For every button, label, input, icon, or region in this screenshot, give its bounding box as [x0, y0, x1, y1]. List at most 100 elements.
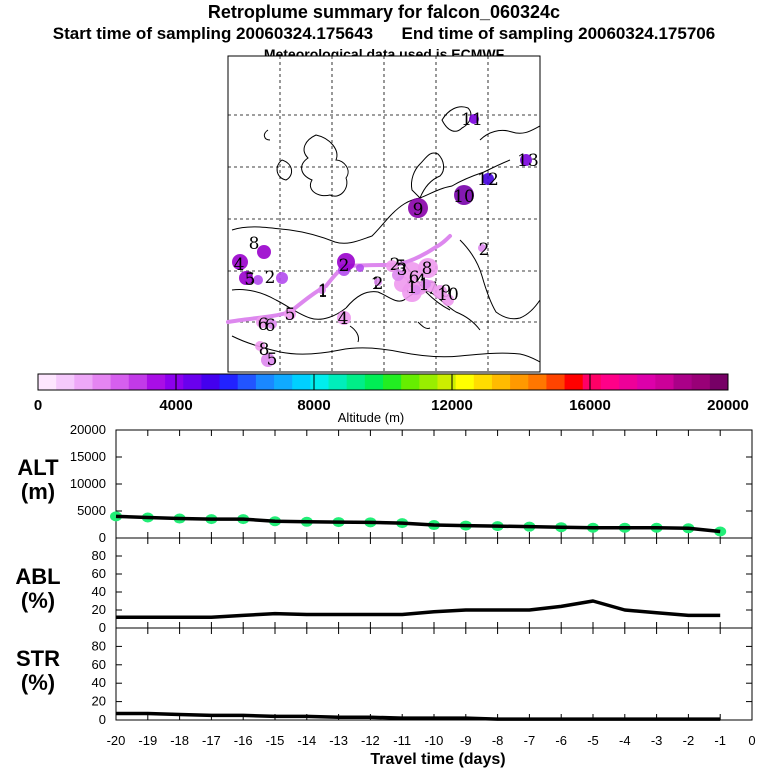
cluster-label: 5	[285, 305, 296, 325]
cluster-label: 1	[318, 281, 329, 301]
x-tick-label: -11	[393, 733, 411, 748]
colorbar-segment	[274, 374, 293, 390]
cluster-marker	[520, 154, 532, 166]
panel-label: ALT	[17, 455, 59, 480]
colorbar-segment	[528, 374, 547, 390]
x-tick-label: -13	[329, 733, 348, 748]
cluster-marker	[267, 319, 277, 329]
altitude-colorbar: 0 4000 8000 12000 16000 20000	[34, 373, 749, 414]
x-tick-label: -18	[170, 733, 189, 748]
cluster-label: 2	[373, 274, 384, 294]
cluster-marker	[421, 279, 431, 289]
map-panel: 112345678910564234582123115691011121328	[226, 55, 541, 373]
cluster-marker	[482, 173, 494, 185]
cluster-marker	[239, 271, 253, 285]
colorbar-segment	[473, 374, 493, 390]
cluster-label: 1	[407, 278, 418, 298]
colorbar-segment	[455, 374, 475, 390]
cluster-label: 8	[249, 234, 260, 254]
cluster-label: 2	[390, 255, 401, 275]
cluster-marker	[257, 245, 271, 259]
cluster-label: 10	[453, 187, 475, 207]
colorbar-segment	[600, 374, 620, 390]
x-tick-label: -8	[492, 733, 504, 748]
cluster-label: 13	[517, 151, 539, 171]
x-tick-label: -9	[460, 733, 472, 748]
colorbar-segment	[237, 374, 257, 390]
x-tick-label: -7	[524, 733, 536, 748]
cluster-label: 6	[409, 268, 420, 288]
cluster-marker	[284, 308, 296, 320]
colorbar-segment	[491, 374, 511, 390]
y-tick-label: 60	[92, 657, 106, 672]
x-tick-label: -5	[587, 733, 599, 748]
cluster-marker	[374, 278, 382, 286]
x-tick-label: -15	[266, 733, 285, 748]
y-tick-label: 60	[92, 566, 106, 581]
colorbar-segment	[637, 374, 656, 390]
start-time-label: Start time of sampling 20060324.175643	[52, 24, 374, 43]
map-grid	[228, 56, 540, 372]
series-line	[116, 711, 721, 721]
colorbar-segment	[401, 374, 420, 390]
cluster-label: 2	[265, 268, 276, 288]
cluster-marker	[253, 275, 263, 285]
end-time-label: End time of sampling 20060324.175706	[401, 24, 716, 43]
colorbar-segment	[310, 374, 330, 390]
y-tick-label: 40	[92, 584, 106, 599]
cluster-marker	[454, 185, 474, 205]
colorbar-xlabel: Altitude (m)	[338, 410, 404, 425]
x-tick-label: -3	[651, 733, 663, 748]
cluster-label: 5	[245, 270, 256, 290]
panel-unit: (%)	[21, 588, 55, 613]
colorbar-segment	[56, 374, 75, 390]
colorbar-segment	[328, 374, 348, 390]
y-tick-label: 80	[92, 548, 106, 563]
cluster-label: 9	[441, 282, 452, 302]
cluster-label: 3	[397, 260, 408, 280]
cluster-label: 1	[419, 275, 430, 295]
colorbar-segment	[74, 374, 93, 390]
colorbar-tick-label: 12000	[431, 397, 473, 414]
panel-frame	[115, 537, 753, 629]
colorbar-tick-label: 20000	[707, 397, 749, 414]
colorbar-segment	[437, 374, 457, 390]
colorbar-tick-label: 0	[34, 397, 42, 414]
y-tick-label: 0	[99, 712, 106, 727]
x-tick-label: -10	[425, 733, 444, 748]
cluster-marker	[255, 341, 265, 351]
cluster-marker	[256, 316, 268, 328]
colorbar-segment	[255, 374, 275, 390]
x-axis-title: Travel time (days)	[370, 751, 505, 768]
x-tick-label: -20	[107, 733, 126, 748]
colorbar-segment	[38, 374, 57, 390]
cluster-marker	[356, 264, 364, 272]
y-tick-label: 0	[99, 530, 106, 545]
cluster-label: 6	[265, 316, 276, 336]
abl-panel: 80 60 40 20 0 ABL(%)	[15, 537, 753, 635]
cluster-marker	[276, 272, 288, 284]
cluster-marker	[433, 285, 447, 299]
cluster-marker	[442, 294, 454, 306]
cluster-label: 10	[437, 285, 459, 305]
panel-frame	[115, 627, 753, 721]
colorbar-segment	[146, 374, 166, 390]
colorbar-segment	[419, 374, 438, 390]
colorbar-segment	[691, 374, 711, 390]
colorbar-segment	[619, 374, 638, 390]
x-tick-label: -2	[683, 733, 695, 748]
colorbar-segment	[128, 374, 148, 390]
colorbar-segment	[292, 374, 311, 390]
cluster-label: 11	[461, 110, 483, 130]
panel-unit: (%)	[21, 670, 55, 695]
cluster-marker	[337, 253, 355, 271]
cluster-label: 5	[396, 257, 407, 277]
cluster-marker	[261, 353, 275, 367]
y-tick-label: 15000	[70, 449, 106, 464]
colorbar-segment	[110, 374, 130, 390]
cluster-marker	[418, 258, 438, 278]
colorbar-segment	[655, 374, 675, 390]
y-tick-label: 80	[92, 638, 106, 653]
y-tick-label: 20	[92, 694, 106, 709]
